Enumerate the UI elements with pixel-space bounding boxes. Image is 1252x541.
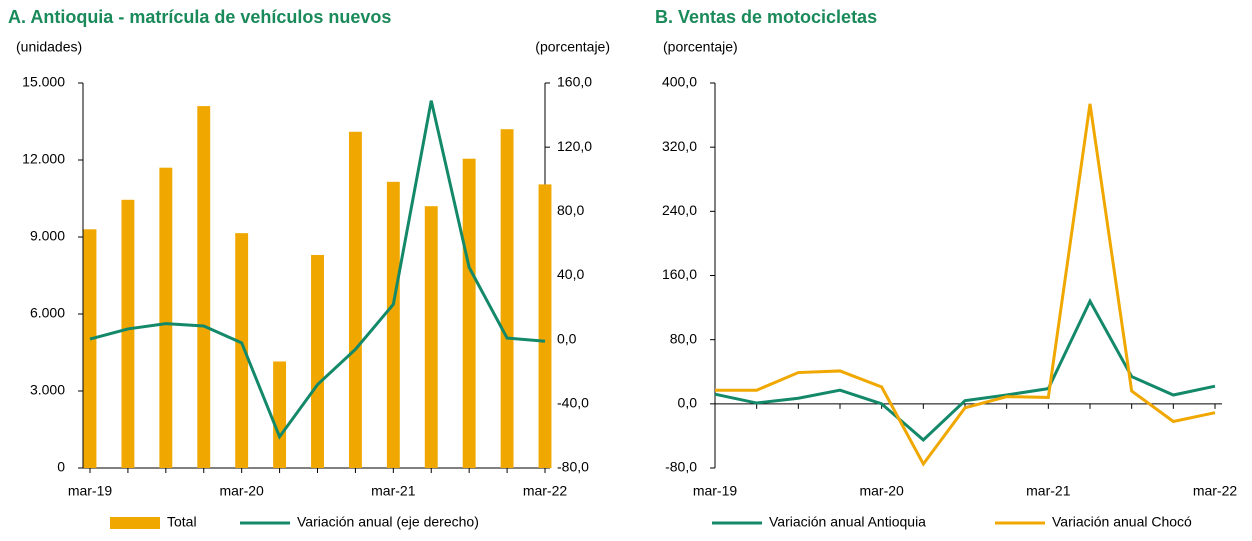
- y-tick-label: 160,0: [662, 266, 697, 282]
- y-tick-label: 12.000: [22, 151, 65, 167]
- y-tick-label: -80,0: [665, 459, 697, 475]
- y-axis-label: (unidades): [16, 39, 82, 55]
- y-tick-label: 0: [57, 459, 65, 475]
- y-tick-label: 3.000: [30, 382, 65, 398]
- y2-tick-label: 80,0: [557, 202, 584, 218]
- line: [715, 103, 1216, 467]
- chart-title: B. Ventas de motocicletas: [655, 7, 877, 27]
- legend-label: Variación anual Chocó: [1052, 514, 1192, 530]
- legend-label: Variación anual (eje derecho): [297, 514, 479, 530]
- y2-axis-label: (porcentaje): [535, 39, 610, 55]
- y-tick-label: 240,0: [662, 202, 697, 218]
- line: [89, 100, 546, 440]
- legend-label: Total: [167, 514, 197, 530]
- bar: [311, 254, 324, 468]
- y2-tick-label: 160,0: [557, 74, 592, 90]
- bar: [197, 106, 211, 468]
- x-tick-label: mar-22: [523, 483, 568, 499]
- x-tick-label: mar-21: [1026, 483, 1071, 499]
- y-axis-label: (porcentaje): [663, 39, 738, 55]
- bar: [83, 229, 97, 468]
- bar: [538, 184, 552, 468]
- x-tick-label: mar-19: [68, 483, 113, 499]
- x-tick-label: mar-20: [859, 483, 904, 499]
- bar: [500, 129, 514, 468]
- y2-tick-label: 120,0: [557, 138, 592, 154]
- bar: [462, 158, 476, 468]
- x-tick-label: mar-22: [1193, 483, 1238, 499]
- x-tick-label: mar-20: [219, 483, 264, 499]
- y-tick-label: 6.000: [30, 305, 65, 321]
- x-tick-label: mar-21: [371, 483, 416, 499]
- y-tick-label: 0,0: [678, 395, 698, 411]
- legend-label: Variación anual Antioquia: [769, 514, 926, 530]
- bar: [121, 199, 135, 469]
- chart-title: A. Antioquia - matrícula de vehículos nu…: [8, 7, 391, 27]
- y-tick-label: 400,0: [662, 74, 697, 90]
- y-tick-label: 320,0: [662, 138, 697, 154]
- x-tick-label: mar-19: [693, 483, 738, 499]
- bar: [424, 206, 438, 468]
- y2-tick-label: 0,0: [557, 330, 577, 346]
- bar: [273, 361, 287, 468]
- y-tick-label: 9.000: [30, 228, 65, 244]
- y-tick-label: 15.000: [22, 74, 65, 90]
- bar: [235, 233, 249, 468]
- y2-tick-label: 40,0: [557, 266, 584, 282]
- bar: [159, 167, 173, 468]
- y2-tick-label: -80,0: [557, 459, 589, 475]
- y2-tick-label: -40,0: [557, 395, 589, 411]
- line: [714, 297, 1216, 442]
- legend-swatch: [110, 517, 160, 529]
- y-tick-label: 80,0: [670, 330, 697, 346]
- bar: [348, 131, 362, 468]
- bar: [386, 181, 400, 469]
